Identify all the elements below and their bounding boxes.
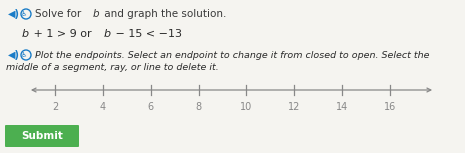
Text: 8: 8 (195, 102, 202, 112)
Text: b: b (104, 29, 111, 39)
Text: + 1 > 9 or: + 1 > 9 or (30, 29, 95, 39)
Text: ◀): ◀) (8, 9, 20, 19)
Text: ♿: ♿ (21, 11, 27, 17)
Text: b: b (22, 29, 29, 39)
Text: Submit: Submit (21, 131, 63, 141)
Text: 6: 6 (148, 102, 154, 112)
Text: 16: 16 (384, 102, 396, 112)
Text: 2: 2 (52, 102, 58, 112)
Text: ♿: ♿ (21, 52, 27, 58)
Text: 4: 4 (100, 102, 106, 112)
Text: b: b (93, 9, 100, 19)
Text: ◀): ◀) (8, 50, 20, 60)
Text: − 15 < −13: − 15 < −13 (112, 29, 182, 39)
Text: middle of a segment, ray, or line to delete it.: middle of a segment, ray, or line to del… (6, 62, 219, 71)
Text: 10: 10 (240, 102, 252, 112)
Text: and graph the solution.: and graph the solution. (101, 9, 226, 19)
Text: Plot the endpoints. Select an endpoint to change it from closed to open. Select : Plot the endpoints. Select an endpoint t… (35, 50, 430, 60)
FancyBboxPatch shape (5, 125, 79, 147)
Text: Solve for: Solve for (35, 9, 85, 19)
Text: 14: 14 (336, 102, 348, 112)
Text: 12: 12 (288, 102, 300, 112)
